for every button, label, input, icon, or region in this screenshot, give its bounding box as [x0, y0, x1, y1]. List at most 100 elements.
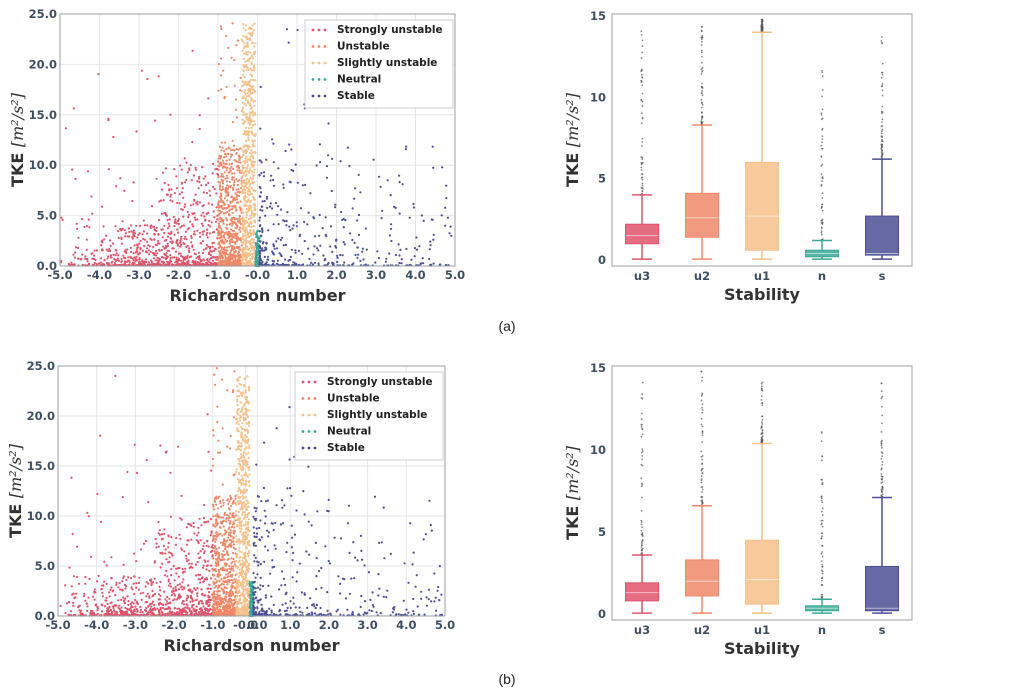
data-point-strongly-unstable — [193, 230, 196, 233]
data-point-slightly-unstable — [240, 38, 243, 41]
data-point-strongly-unstable — [163, 253, 166, 256]
data-point-strongly-unstable — [175, 572, 178, 575]
data-point-unstable — [217, 564, 220, 567]
data-point-strongly-unstable — [131, 588, 134, 591]
data-point-strongly-unstable — [97, 262, 101, 265]
data-point-unstable — [219, 244, 222, 247]
data-point-stable — [285, 224, 288, 227]
data-point-unstable — [214, 525, 217, 528]
data-point-unstable — [232, 176, 235, 179]
legend-marker — [311, 78, 315, 81]
data-point-strongly-unstable — [121, 609, 124, 613]
y-tick-label: 25.0 — [27, 359, 55, 373]
data-point-slightly-unstable — [242, 111, 245, 114]
data-point-slightly-unstable — [253, 209, 256, 212]
data-point-strongly-unstable — [169, 551, 172, 555]
data-point-strongly-unstable — [121, 227, 124, 231]
data-point-strongly-unstable — [140, 69, 143, 72]
data-point-strongly-unstable — [180, 548, 183, 552]
data-point-unstable — [227, 245, 231, 248]
data-point-slightly-unstable — [250, 126, 253, 129]
data-point-unstable — [223, 97, 226, 100]
data-point-unstable — [223, 598, 226, 601]
outlier-point — [701, 94, 704, 97]
data-point-strongly-unstable — [163, 181, 166, 185]
data-point-slightly-unstable — [250, 244, 253, 247]
data-point-slightly-unstable — [252, 255, 255, 258]
data-point-strongly-unstable — [125, 578, 128, 582]
data-point-unstable — [223, 576, 226, 579]
data-point-strongly-unstable — [194, 218, 197, 221]
data-point-slightly-unstable — [245, 240, 248, 243]
data-point-strongly-unstable — [191, 141, 194, 144]
data-point-slightly-unstable — [247, 89, 250, 92]
data-point-unstable — [228, 516, 231, 519]
data-point-strongly-unstable — [101, 239, 104, 242]
data-point-unstable — [215, 598, 218, 601]
data-point-strongly-unstable — [173, 589, 176, 592]
data-point-strongly-unstable — [177, 594, 180, 597]
data-point-strongly-unstable — [206, 228, 209, 231]
data-point-unstable — [218, 184, 222, 187]
data-point-strongly-unstable — [181, 571, 184, 574]
data-point-strongly-unstable — [64, 611, 67, 615]
data-point-stable — [294, 249, 297, 252]
data-point-unstable — [233, 233, 236, 236]
data-point-strongly-unstable — [211, 539, 214, 542]
data-point-strongly-unstable — [120, 598, 123, 602]
data-point-strongly-unstable — [210, 564, 213, 567]
data-point-unstable — [218, 217, 222, 220]
data-point-strongly-unstable — [212, 185, 215, 189]
data-point-unstable — [220, 248, 223, 251]
data-point-slightly-unstable — [245, 262, 248, 265]
data-point-strongly-unstable — [179, 517, 182, 520]
data-point-strongly-unstable — [192, 248, 195, 251]
data-point-strongly-unstable — [159, 606, 162, 610]
data-point-stable — [291, 227, 294, 230]
data-point-slightly-unstable — [253, 112, 256, 115]
data-point-unstable — [230, 246, 234, 250]
data-point-slightly-unstable — [243, 102, 246, 105]
data-point-strongly-unstable — [198, 600, 201, 603]
data-point-unstable — [222, 519, 225, 522]
data-point-unstable — [227, 185, 231, 188]
legend-marker — [311, 61, 315, 65]
data-point-slightly-unstable — [241, 90, 244, 93]
data-point-slightly-unstable — [240, 85, 244, 88]
data-point-stable — [361, 247, 364, 250]
outlier-point — [701, 40, 703, 43]
data-point-stable — [277, 223, 280, 226]
data-point-slightly-unstable — [242, 34, 245, 37]
data-point-unstable — [221, 556, 224, 559]
data-point-stable — [295, 221, 298, 224]
data-point-strongly-unstable — [180, 243, 183, 246]
data-point-unstable — [230, 594, 233, 598]
data-point-stable — [260, 161, 263, 164]
data-point-unstable — [235, 218, 239, 221]
data-point-slightly-unstable — [252, 203, 255, 206]
data-point-unstable — [225, 231, 228, 234]
data-point-unstable — [238, 179, 241, 182]
data-point-slightly-unstable — [250, 130, 253, 133]
outlier-point — [881, 74, 884, 76]
data-point-strongly-unstable — [89, 612, 92, 615]
data-point-strongly-unstable — [169, 199, 172, 202]
data-point-unstable — [232, 521, 235, 524]
data-point-unstable — [221, 185, 224, 188]
data-point-stable — [394, 206, 397, 209]
outlier-point — [881, 89, 884, 92]
data-point-strongly-unstable — [155, 244, 158, 247]
data-point-slightly-unstable — [251, 57, 255, 60]
data-point-slightly-unstable — [247, 248, 250, 251]
data-point-slightly-unstable — [242, 227, 245, 230]
data-point-strongly-unstable — [120, 237, 123, 241]
data-point-unstable — [223, 236, 226, 239]
data-point-strongly-unstable — [179, 259, 183, 262]
data-point-strongly-unstable — [164, 451, 168, 454]
data-point-slightly-unstable — [254, 79, 257, 82]
y-tick-label: 10 — [590, 90, 606, 104]
data-point-strongly-unstable — [112, 135, 115, 139]
data-point-strongly-unstable — [204, 560, 207, 564]
data-point-unstable — [214, 554, 217, 557]
data-point-strongly-unstable — [76, 246, 80, 250]
